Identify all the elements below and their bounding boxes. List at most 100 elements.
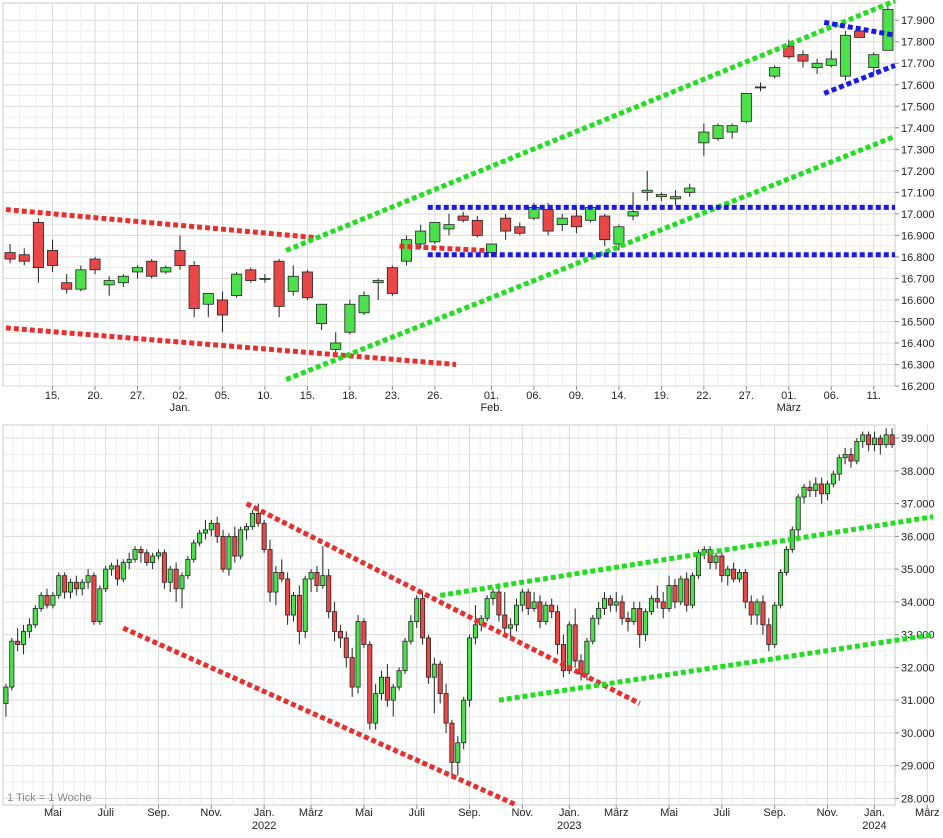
candle-body-up (754, 86, 766, 89)
candle (326, 569, 332, 619)
candle-body-up (197, 532, 203, 544)
candle (613, 224, 625, 251)
candle (490, 588, 496, 606)
candle (287, 265, 299, 296)
x-tick-label: 09. (569, 390, 584, 402)
candle-body-up (467, 637, 473, 701)
candle-body-up (308, 572, 314, 580)
candle (619, 595, 625, 625)
y-tick-label: 28.000 (901, 793, 935, 805)
candle (330, 332, 342, 356)
candle-body-down (707, 549, 713, 563)
candle (132, 265, 144, 279)
candle (502, 592, 508, 635)
candle (244, 523, 250, 540)
candle-body-up (860, 434, 866, 442)
y-tick-label: 17.200 (901, 166, 935, 178)
candle (801, 483, 807, 504)
candle (508, 618, 514, 638)
candle (261, 520, 267, 553)
candle (32, 605, 38, 629)
candle-body-down (245, 269, 257, 281)
candle (202, 520, 208, 540)
candle (472, 605, 478, 645)
x-tick-label: Juli (408, 807, 425, 819)
candle-body-down (848, 454, 854, 462)
candle (461, 696, 467, 750)
candle-body-down (525, 591, 531, 609)
candle (273, 565, 279, 606)
trendline (439, 514, 934, 598)
candle-body-up (695, 552, 701, 577)
candle (537, 595, 543, 629)
candle-body-down (496, 591, 502, 616)
candle (543, 601, 549, 625)
candle-body-up (97, 588, 103, 622)
candle (467, 634, 473, 707)
candle-body-up (320, 575, 326, 586)
candle (766, 618, 772, 652)
candle (415, 224, 427, 249)
candle (91, 572, 97, 625)
candle-body-down (138, 549, 144, 554)
candle (713, 552, 719, 570)
candle (67, 578, 73, 599)
candle-body-up (414, 598, 420, 622)
candle (384, 664, 390, 707)
candle (73, 575, 79, 596)
candle (273, 259, 285, 318)
candle (358, 291, 370, 315)
month-label: März (777, 402, 801, 414)
candle-body-up (302, 578, 308, 632)
trendline (498, 632, 934, 703)
candle (712, 123, 724, 141)
candle-body-up (415, 230, 427, 245)
candle (267, 539, 273, 602)
candle (185, 556, 191, 579)
candle-body-down (672, 585, 678, 603)
candle-body-up (485, 243, 497, 253)
candle-body-down (797, 54, 809, 62)
candle (496, 585, 502, 622)
candle-body-up (655, 194, 667, 198)
year-label: 2023 (557, 820, 581, 832)
candle-body-up (556, 217, 568, 226)
candle-body-up (126, 558, 132, 563)
candle (848, 447, 854, 468)
y-tick-label: 29.000 (901, 761, 935, 773)
candle-body-up (736, 572, 742, 580)
candle (740, 92, 752, 124)
candle (188, 261, 200, 318)
candle-body-down (91, 575, 97, 622)
candle-body-up (596, 608, 602, 619)
candle-body-down (343, 637, 349, 658)
candle (3, 683, 9, 717)
candle-body-down (537, 601, 543, 622)
candle (174, 235, 186, 270)
candle (245, 267, 257, 283)
candle-body-down (386, 267, 398, 294)
candle-body-up (355, 621, 361, 688)
candle (807, 480, 813, 498)
candle (643, 608, 649, 642)
candle (308, 569, 314, 593)
candle (825, 50, 837, 68)
candle (839, 30, 851, 81)
candle (349, 647, 355, 697)
candle (457, 211, 469, 223)
x-tick-label: Nov. (817, 807, 839, 819)
y-tick-label: 17.900 (901, 15, 935, 27)
candle-body-down (261, 522, 267, 550)
trendline (399, 243, 485, 253)
candle (485, 243, 497, 257)
candle-body-up (226, 535, 232, 570)
candle (232, 526, 238, 563)
x-tick-label: 27. (739, 390, 754, 402)
candle-body-down (731, 568, 737, 580)
candle (4, 243, 16, 264)
trendline (5, 325, 457, 367)
candle (836, 454, 842, 481)
candle (570, 207, 582, 234)
candles (4, 5, 894, 356)
